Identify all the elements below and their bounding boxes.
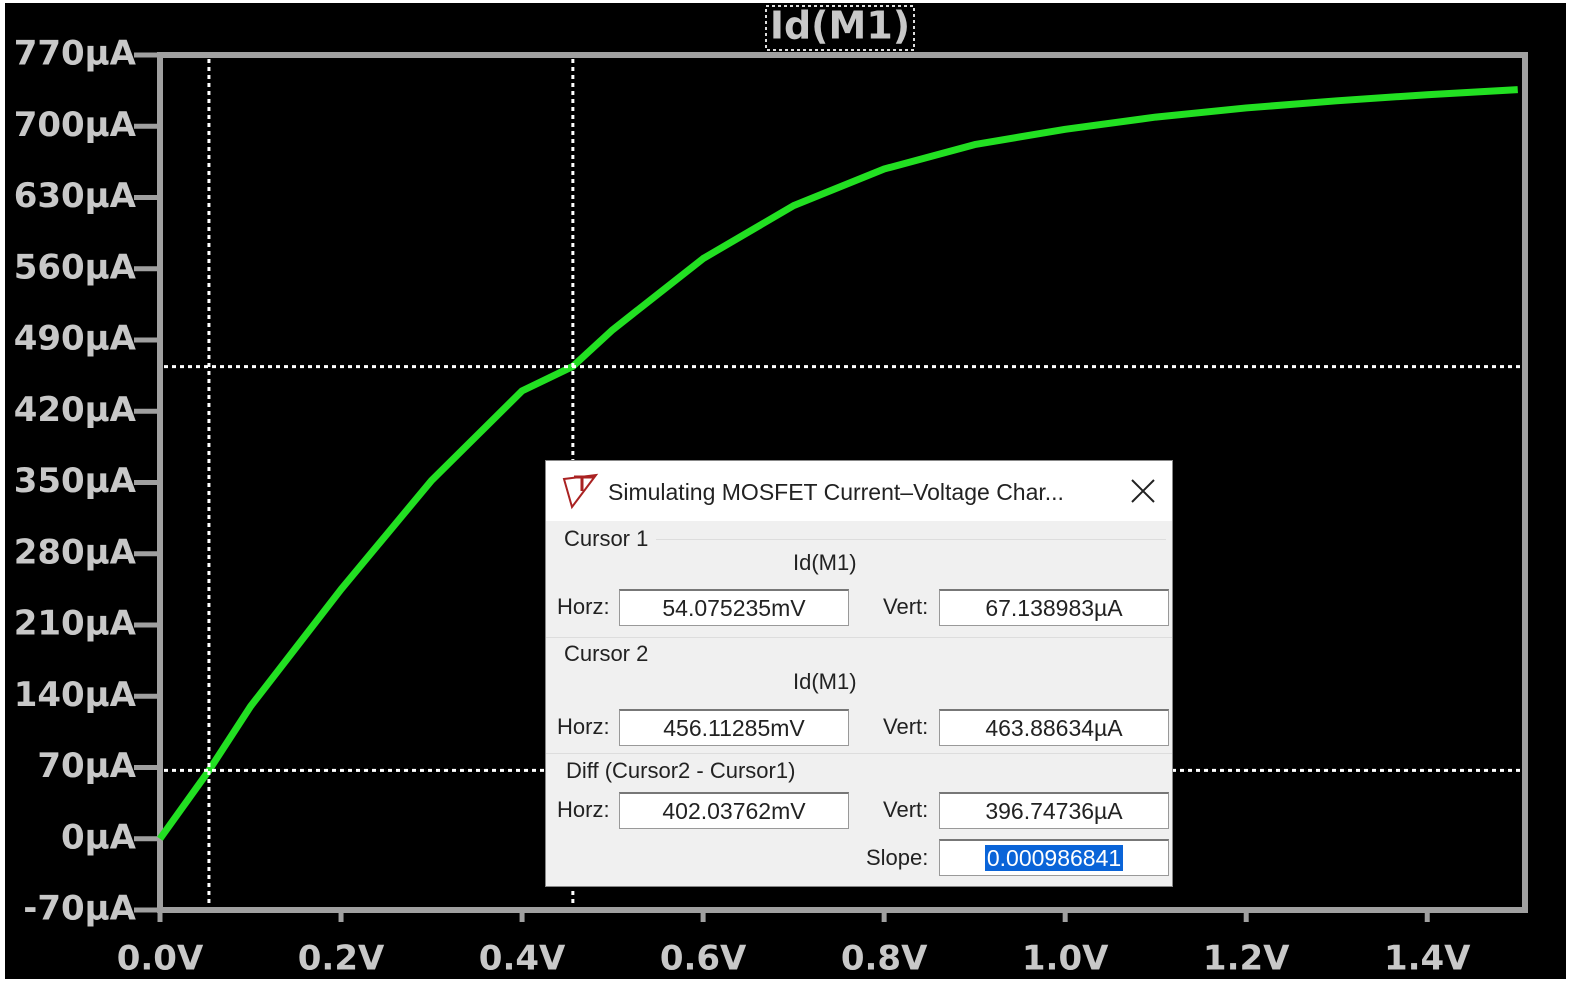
section-label: Diff (Cursor2 - Cursor1) [566, 758, 796, 783]
y-tick-label: 490µA [14, 319, 137, 359]
text-field[interactable]: 463.88634µA [939, 709, 1169, 746]
y-tick-label: 770µA [14, 34, 137, 74]
text-field[interactable]: 402.03762mV [619, 792, 849, 829]
selected-text: 0.000986841 [984, 845, 1124, 871]
plot-frame [157, 52, 1528, 913]
y-tick-label: 630µA [14, 176, 137, 216]
close-button[interactable] [1128, 476, 1158, 506]
x-tick-label: 0.6V [660, 939, 747, 979]
x-tick-label: 0.8V [841, 939, 928, 979]
app-icon [562, 473, 599, 510]
field-label: Vert: [883, 797, 929, 822]
section-label: Cursor 1 [564, 526, 649, 551]
cursor-dialog: Simulating MOSFET Current–Voltage Char..… [545, 460, 1173, 887]
trace-label[interactable]: Id(M1) [770, 4, 910, 48]
y-tick-label: 280µA [14, 532, 137, 572]
x-tick-label: 1.0V [1022, 939, 1109, 979]
field-label: Vert: [883, 714, 929, 739]
trace-name: Id(M1) [793, 550, 857, 575]
dialog-title: Simulating MOSFET Current–Voltage Char..… [608, 479, 1064, 505]
y-tick-label: 700µA [14, 105, 137, 145]
y-tick-label: 140µA [14, 675, 137, 715]
trace-label-box [765, 5, 915, 51]
field-label: Vert: [883, 594, 929, 619]
x-tick-label: 1.2V [1203, 939, 1290, 979]
separator [656, 539, 1166, 540]
y-tick-label: 70µA [37, 746, 136, 786]
title-bar [546, 461, 1172, 521]
field-label: Slope: [866, 845, 929, 870]
text-field[interactable]: 54.075235mV [619, 589, 849, 626]
x-tick-label: 0.4V [479, 939, 566, 979]
field-label: Horz: [557, 797, 610, 822]
y-tick-label: 420µA [14, 390, 137, 430]
text-field[interactable]: 67.138983µA [939, 589, 1169, 626]
y-tick-label: 560µA [14, 247, 137, 287]
text-field[interactable]: 396.74736µA [939, 792, 1169, 829]
field-label: Horz: [557, 594, 610, 619]
field-label: Horz: [557, 714, 610, 739]
slope-field[interactable]: 0.000986841 [939, 839, 1169, 876]
separator [546, 753, 1172, 754]
x-tick-label: 0.2V [298, 939, 385, 979]
y-tick-label: 350µA [14, 461, 137, 501]
y-tick-label: -70µA [23, 889, 136, 929]
x-tick-label: 0.0V [117, 939, 204, 979]
section-label: Cursor 2 [564, 641, 649, 666]
separator [546, 637, 1172, 638]
trace [157, 86, 1518, 841]
x-tick-label: 1.4V [1384, 939, 1471, 979]
trace-name: Id(M1) [793, 669, 857, 694]
y-tick-label: 210µA [14, 604, 137, 644]
y-tick-label: 0µA [61, 817, 137, 857]
text-field[interactable]: 456.11285mV [619, 709, 849, 746]
